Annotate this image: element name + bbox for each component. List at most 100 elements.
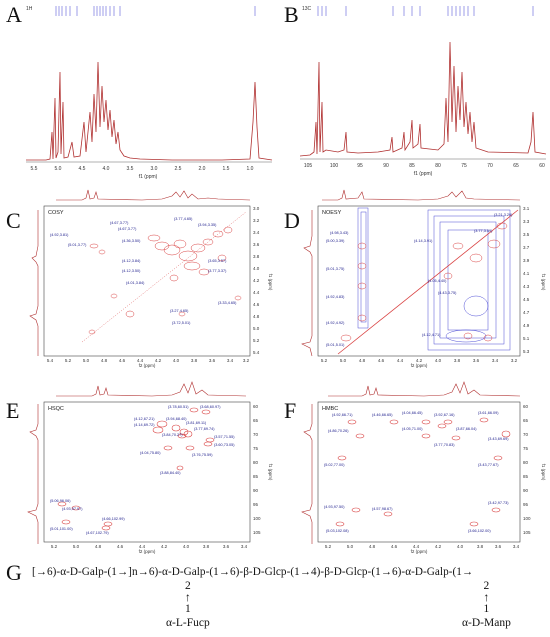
polysaccharide-formula: [→6)-α-D-Galp-(1→]n→6)-α-D-Galp-(1→6)-β-… — [32, 566, 474, 578]
noesy-y-ticks: 3.1 3.3 3.5 3.7 3.9 4.1 4.3 4.5 4.7 4.9 … — [523, 206, 530, 354]
hmbc-label: (4.86,70.26) — [328, 429, 349, 433]
hsqc-label: (3.78,60.51) — [168, 405, 189, 409]
noesy-left-projection — [301, 210, 313, 357]
noesy-xlabel: f2 (ppm) — [411, 363, 428, 368]
h1-tick: 3.5 — [127, 166, 134, 172]
noesy-label: (3.77,3.59) — [474, 229, 493, 233]
noesy-ytick: 3.9 — [523, 258, 530, 263]
cosy-label: (4.12,3.50) — [122, 269, 141, 273]
hsqc-xlabel: f2 (ppm) — [139, 549, 156, 554]
hmbc-label: (4.57,98.67) — [372, 507, 393, 511]
cosy-label: (4.01,3.84) — [126, 281, 145, 285]
branch-mannose-arrow: ↑ — [483, 590, 490, 604]
cosy-xtick: 5.2 — [65, 358, 72, 363]
cosy-ytick: 5.2 — [253, 338, 260, 343]
noesy-xtick: 3.6 — [473, 358, 480, 363]
cosy-plot-frame — [43, 205, 251, 357]
h1-ticks: 5.5 5.0 4.5 4.0 3.5 3.0 2.5 2.0 1.5 1.0 — [31, 166, 254, 172]
branch-fucose-residue: α-L-Fucp — [166, 617, 210, 629]
noesy-ytick: 4.5 — [523, 297, 530, 302]
cosy-label: (5.01,3.77) — [68, 243, 87, 247]
noesy-ytick: 5.3 — [523, 349, 530, 354]
hsqc-label: (4.14,69.72) — [134, 423, 155, 427]
hmbc-ytick: 100 — [523, 516, 531, 521]
hmbc-left-projection — [301, 404, 313, 544]
c13-tick: 60 — [539, 163, 545, 169]
cosy-ytick: 3.2 — [253, 218, 260, 223]
hsqc-ytick: 60 — [253, 404, 259, 409]
h1-spectrum-panel: 1H 5.5 5.0 4.5 4.0 3.5 3.0 2.5 2.0 1.5 1… — [26, 6, 273, 180]
panel-letter-g: G — [6, 560, 22, 585]
panel-letter-d: D — [284, 208, 300, 233]
noesy-xtick: 3.4 — [492, 358, 499, 363]
hsqc-xtick: 4.0 — [183, 544, 190, 549]
hsqc-label: (3.57,71.55) — [214, 435, 235, 439]
hmbc-x-ticks: 5.2 5.0 4.8 4.6 4.4 4.2 4.0 3.8 3.6 3.4 — [325, 544, 520, 549]
hsqc-label: (3.81,69.11) — [186, 421, 207, 425]
hmbc-xtick: 4.6 — [391, 544, 398, 549]
noesy-label: (4.05,4.40) — [428, 279, 447, 283]
hsqc-xtick: 3.6 — [223, 544, 230, 549]
hmbc-ytick: 105 — [523, 530, 531, 535]
h1-tick: 1.5 — [223, 166, 230, 172]
cosy-ytick: 4.2 — [253, 278, 260, 283]
panel-letter-b: B — [284, 2, 299, 27]
hsqc-y-ticks: 60 65 70 75 80 85 90 95 100 105 — [253, 404, 261, 535]
cosy-label: (3.27,4.65) — [170, 309, 189, 313]
h1-tag: 1H — [26, 6, 33, 12]
cosy-label: (3.77,4.65) — [174, 217, 193, 221]
noesy-diagonal — [337, 209, 519, 355]
hmbc-top-projection — [328, 381, 521, 397]
noesy-ytick: 4.7 — [523, 310, 530, 315]
cosy-xtick: 3.8 — [191, 358, 198, 363]
noesy-ytick: 4.3 — [523, 284, 530, 289]
hmbc-xtick: 3.4 — [513, 544, 520, 549]
hmbc-label: (4.04,66.45) — [402, 411, 423, 415]
hsqc-peak-labels: (3.78,60.51) (3.68,60.97) (4.12,67.21) (… — [50, 405, 235, 535]
hsqc-xtick: 3.8 — [203, 544, 210, 549]
cosy-label: (3.72,5.01) — [172, 321, 191, 325]
cosy-xtick: 3.2 — [243, 358, 250, 363]
cosy-label: (4.12,3.84) — [122, 259, 141, 263]
noesy-xtick: 3.8 — [454, 358, 461, 363]
hsqc-label: (4.12,67.21) — [134, 417, 155, 421]
noesy-ylabel: f1 (ppm) — [541, 274, 546, 291]
hsqc-left-projection — [27, 404, 39, 544]
hmbc-xtick: 3.6 — [495, 544, 502, 549]
hsqc-ytick: 100 — [253, 516, 261, 521]
noesy-label: (5.01,3.75) — [326, 267, 345, 271]
hmbc-label: (3.61,66.09) — [478, 411, 499, 415]
cosy-y-ticks: 3.0 3.2 3.4 3.6 3.8 4.0 4.2 4.4 4.6 4.8 … — [253, 206, 260, 355]
noesy-xtick: 4.8 — [359, 358, 366, 363]
hsqc-ytick: 85 — [253, 474, 259, 479]
branch-fucose: 2 ↑ 1 α-L-Fucp — [166, 580, 210, 629]
cosy-label: (4.92,3.81) — [50, 233, 69, 237]
cosy-xtick: 4.6 — [119, 358, 126, 363]
h1-peak-label-marks — [55, 6, 256, 16]
hsqc-label: (3.76,75.59) — [192, 453, 213, 457]
hsqc-ytick: 90 — [253, 488, 259, 493]
noesy-ytick: 3.5 — [523, 232, 530, 237]
cosy-label: (4.67,3.77) — [110, 221, 129, 225]
hsqc-label: (3.77,69.74) — [194, 427, 215, 431]
hmbc-tag: HMBC — [322, 406, 338, 412]
cosy-xtick: 5.0 — [83, 358, 90, 363]
cosy-label: (4.67,3.77) — [118, 227, 137, 231]
h1-tick: 5.5 — [31, 166, 38, 172]
c13-axis-label: f1 (ppm) — [414, 171, 433, 177]
c13-tick: 90 — [383, 163, 389, 169]
hsqc-tag: HSQC — [48, 406, 64, 412]
hsqc-plot-frame — [43, 401, 251, 543]
hsqc-ytick: 70 — [253, 432, 259, 437]
h1-tick: 5.0 — [55, 166, 62, 172]
panel-letter-f: F — [284, 398, 297, 423]
hsqc-xtick: 4.4 — [139, 544, 146, 549]
hmbc-peak-labels: (4.04,66.45) (4.92,66.71) (4.46,66.65) (… — [324, 411, 509, 533]
noesy-ytick: 4.1 — [523, 271, 530, 276]
hmbc-label: (3.42,97.73) — [488, 501, 509, 505]
hsqc-x-ticks: 5.2 5.0 4.8 4.6 4.4 4.2 4.0 3.8 3.6 3.4 — [51, 544, 248, 549]
c13-tick: 105 — [304, 163, 313, 169]
cosy-xtick: 4.8 — [101, 358, 108, 363]
noesy-xtick: 5.0 — [340, 358, 347, 363]
hsqc-ytick: 105 — [253, 530, 261, 535]
